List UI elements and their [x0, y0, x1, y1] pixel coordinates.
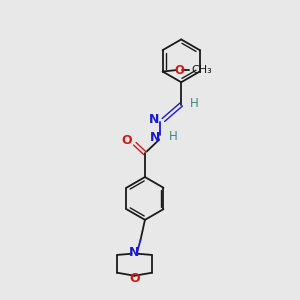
Text: N: N	[129, 246, 140, 259]
Text: CH₃: CH₃	[191, 65, 212, 75]
Text: H: H	[169, 130, 178, 143]
Text: N: N	[149, 113, 159, 126]
Text: N: N	[149, 131, 160, 144]
Text: O: O	[174, 64, 184, 76]
Text: O: O	[129, 272, 140, 285]
Text: H: H	[190, 98, 198, 110]
Text: O: O	[121, 134, 132, 147]
